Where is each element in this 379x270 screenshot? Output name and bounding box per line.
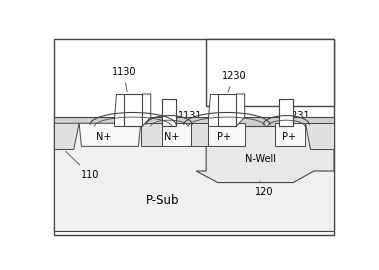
Bar xyxy=(55,123,334,231)
Text: 1130: 1130 xyxy=(111,68,136,92)
Text: 110: 110 xyxy=(66,151,99,180)
Polygon shape xyxy=(55,123,79,149)
Polygon shape xyxy=(236,94,245,126)
Text: P+: P+ xyxy=(217,132,231,142)
Polygon shape xyxy=(208,94,218,126)
Polygon shape xyxy=(141,123,162,146)
Text: 1131: 1131 xyxy=(171,111,202,121)
Text: 1231: 1231 xyxy=(278,111,310,121)
Polygon shape xyxy=(79,123,141,146)
Text: P-Sub: P-Sub xyxy=(146,194,179,207)
Text: N+: N+ xyxy=(96,132,111,142)
Bar xyxy=(162,99,176,126)
Polygon shape xyxy=(305,123,334,149)
Polygon shape xyxy=(276,123,305,146)
Polygon shape xyxy=(208,123,245,146)
Bar xyxy=(279,99,293,126)
Bar xyxy=(218,94,236,126)
Bar xyxy=(206,39,334,106)
Polygon shape xyxy=(196,123,334,183)
Text: P+: P+ xyxy=(282,132,296,142)
Polygon shape xyxy=(191,123,208,146)
Bar xyxy=(55,117,334,126)
Text: N+: N+ xyxy=(164,132,179,142)
Polygon shape xyxy=(142,94,151,126)
Bar xyxy=(124,94,142,126)
Polygon shape xyxy=(114,94,124,126)
Text: 1230: 1230 xyxy=(222,71,246,92)
Text: N-Well: N-Well xyxy=(244,154,276,164)
Text: 120: 120 xyxy=(255,181,273,197)
Polygon shape xyxy=(162,123,191,146)
